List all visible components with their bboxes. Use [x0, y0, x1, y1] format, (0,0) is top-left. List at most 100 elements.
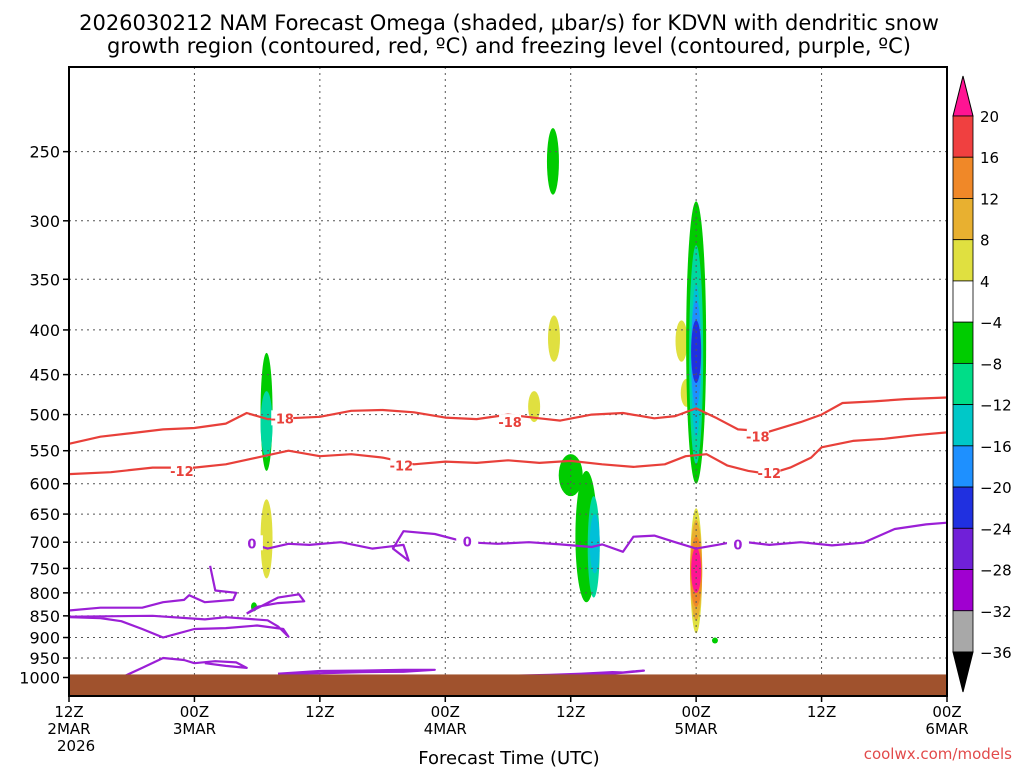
- chart-title-line2: growth region (contoured, red, ºC) and f…: [107, 34, 911, 58]
- colorbar-label: 4: [980, 273, 990, 291]
- colorbar-swatch: [952, 321, 974, 364]
- contour-label-bg: [170, 462, 193, 478]
- colorbar-bottom-arrow: [952, 651, 974, 693]
- y-tick-label: 300: [29, 212, 60, 231]
- contour-label-bg: [499, 414, 522, 430]
- contour-label-bg: [758, 464, 781, 480]
- contour-label: -18: [270, 412, 294, 427]
- contour-label: -18: [746, 431, 770, 446]
- contour-label-bg: [390, 457, 413, 473]
- contour-layer: -18 -18 -18 -12 -12 -12 0 0 0: [68, 396, 948, 679]
- freezing-level-contour: [68, 565, 238, 612]
- colorbar-swatch: [952, 156, 974, 199]
- x-tick-label: 00Z: [180, 703, 209, 721]
- x-tick-label: 00Z: [681, 703, 710, 721]
- colorbar-label: −20: [980, 479, 1012, 497]
- colorbar-label: −32: [980, 603, 1012, 621]
- colorbar-swatch: [952, 486, 974, 529]
- y-tick-label: 250: [29, 143, 60, 162]
- contour-label: -12: [170, 465, 194, 480]
- x-axis-label: Forecast Time (UTC): [418, 748, 599, 768]
- y-tick-label: 950: [29, 649, 60, 668]
- x-tick-label: 3MAR: [173, 720, 216, 738]
- y-tick-label: 400: [29, 321, 60, 340]
- terrain-fill: [70, 674, 946, 696]
- plot-frame: [68, 66, 948, 697]
- colorbar-label: 8: [980, 232, 990, 250]
- colorbar-swatch: [952, 527, 974, 570]
- colorbar-swatch: [952, 280, 974, 323]
- colorbar-label: −4: [980, 314, 1002, 332]
- contour-label: -12: [390, 460, 414, 475]
- freezing-level-contour: [246, 521, 948, 562]
- x-tick-label: 00Z: [431, 703, 460, 721]
- y-tick-label: 550: [29, 442, 60, 461]
- contour-label-bg: [271, 410, 294, 426]
- x-tick-label: 5MAR: [675, 720, 718, 738]
- contour-label: 0: [463, 536, 472, 551]
- colorbar-label: −36: [980, 644, 1012, 662]
- x-tick-label: 2026: [57, 737, 95, 755]
- colorbar-swatch: [952, 198, 974, 241]
- colorbar-swatch: [952, 404, 974, 447]
- colorbar-swatch: [952, 569, 974, 612]
- freezing-level-contour: [518, 669, 646, 677]
- colorbar-label: 20: [980, 108, 999, 126]
- contour-label: 0: [733, 538, 742, 553]
- y-tick-label: 1000: [19, 668, 60, 687]
- omega-cell: [546, 128, 559, 195]
- x-tick-label: 12Z: [807, 703, 836, 721]
- y-tick-label: 600: [29, 475, 60, 494]
- contour-label-bg: [240, 535, 263, 551]
- colorbar-swatch: [952, 239, 974, 282]
- colorbar-label: −12: [980, 397, 1012, 415]
- y-tick-label: 500: [29, 406, 60, 425]
- colorbar-label: −8: [980, 355, 1002, 373]
- colorbar-label: 16: [980, 149, 999, 167]
- colorbar-label: −16: [980, 438, 1012, 456]
- y-axis: 250 300 350 400 450 500 550 600 650 700 750 800 850 9…: [19, 143, 69, 687]
- omega-cell: [260, 499, 273, 579]
- x-tick-label: 4MAR: [424, 720, 467, 738]
- colorbar-swatch: [952, 610, 974, 653]
- y-tick-label: 450: [29, 366, 60, 385]
- omega-cell: [691, 320, 702, 383]
- contour-label-bg: [726, 536, 749, 552]
- terrain-layer: [70, 674, 946, 696]
- y-tick-label: 700: [29, 533, 60, 552]
- contour-label: -12: [758, 467, 782, 482]
- omega-cell: [589, 514, 600, 574]
- colorbar-swatch: [952, 115, 974, 158]
- x-tick-label: 00Z: [932, 703, 961, 721]
- y-tick-label: 900: [29, 629, 60, 648]
- freezing-level-contour: [120, 656, 248, 679]
- y-tick-label: 850: [29, 607, 60, 626]
- colorbar: 20 16 12 8 4 −4 −8 −12 −16 −20 −24 −28 −32 −36: [952, 75, 1012, 693]
- freezing-level-contour: [68, 614, 290, 639]
- x-tick-label: 6MAR: [925, 720, 968, 738]
- dendritic-contour-minus18: [68, 396, 948, 445]
- x-tick-label: 12Z: [54, 703, 83, 721]
- chart-title-line1: 2026030212 NAM Forecast Omega (shaded, μ…: [79, 11, 939, 35]
- plot-area: -18 -18 -18 -12 -12 -12 0 0 0: [68, 66, 948, 697]
- contour-label-bg: [746, 428, 769, 444]
- y-tick-label: 650: [29, 505, 60, 524]
- freezing-level-contour: [246, 593, 306, 615]
- y-tick-label: 350: [29, 270, 60, 289]
- x-tick-label: 12Z: [556, 703, 585, 721]
- contour-label: 0: [247, 537, 256, 552]
- colorbar-top-arrow: [952, 75, 974, 117]
- freezing-level-contour: [277, 668, 436, 675]
- colorbar-label: −24: [980, 520, 1012, 538]
- x-tick-label: 12Z: [305, 703, 334, 721]
- credit-text: coolwx.com/models: [864, 745, 1012, 763]
- omega-cell: [691, 547, 702, 593]
- contour-label: -18: [498, 416, 522, 431]
- y-tick-label: 800: [29, 584, 60, 603]
- grid-lines: [69, 67, 947, 696]
- contour-label-bg: [456, 533, 479, 549]
- omega-cell: [711, 637, 718, 644]
- colorbar-label: −28: [980, 562, 1012, 580]
